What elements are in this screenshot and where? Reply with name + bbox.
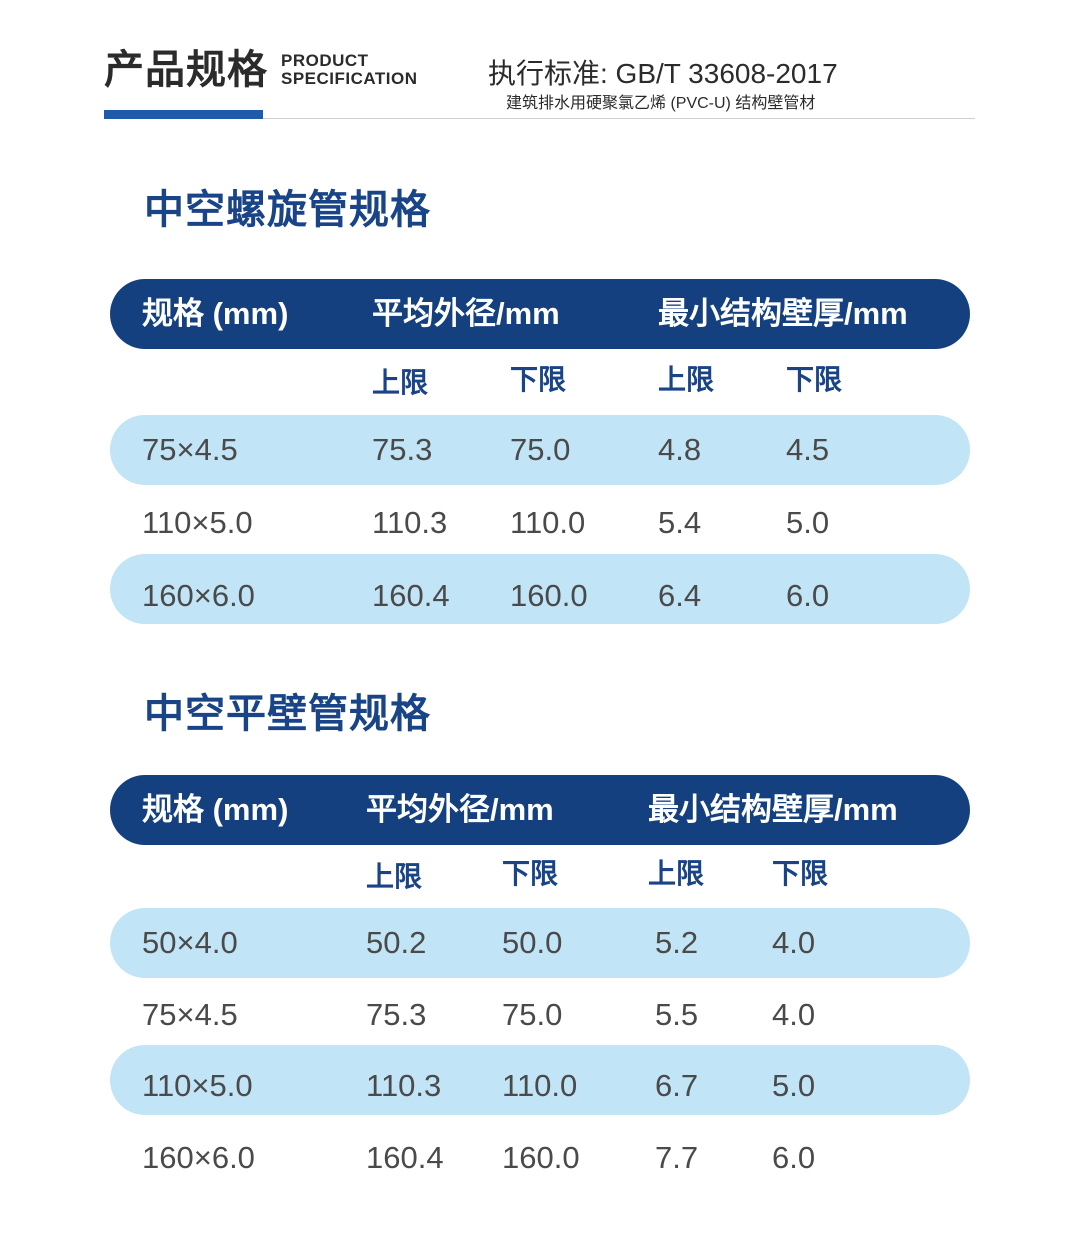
- header-spec: 规格 (mm): [142, 296, 289, 331]
- cell-od-lower: 160.0: [510, 578, 588, 613]
- cell-wall-lower: 4.0: [772, 997, 816, 1032]
- cell-od-upper: 75.3: [366, 997, 427, 1032]
- cell-od-upper: 110.3: [372, 505, 448, 540]
- row-band: [110, 1045, 970, 1115]
- subheader-lower: 下限: [786, 364, 843, 395]
- header-spec: 规格 (mm): [142, 792, 289, 827]
- cell-od-upper: 50.2: [366, 925, 427, 960]
- cell-spec: 75×4.5: [142, 997, 238, 1032]
- cell-spec: 160×6.0: [142, 578, 255, 613]
- section-title-spiral-pipe: 中空螺旋管规格: [144, 188, 431, 232]
- cell-od-lower: 50.0: [502, 925, 563, 960]
- header-accent-bar: [104, 110, 263, 119]
- cell-spec: 110×5.0: [142, 1068, 253, 1103]
- page-title-english-line1: PRODUCT: [281, 51, 369, 70]
- cell-wall-upper: 7.7: [655, 1140, 699, 1175]
- subheader-upper: 上限: [366, 861, 423, 892]
- cell-wall-upper: 6.4: [658, 578, 702, 613]
- header-outer-diameter: 平均外径/mm: [366, 792, 554, 827]
- cell-od-upper: 75.3: [372, 432, 433, 467]
- subheader-lower: 下限: [510, 364, 567, 395]
- header-divider: [263, 118, 975, 119]
- cell-wall-lower: 4.5: [786, 432, 830, 467]
- page-title-english-line2: SPECIFICATION: [281, 69, 418, 88]
- cell-od-lower: 110.0: [502, 1068, 578, 1103]
- cell-od-upper: 110.3: [366, 1068, 442, 1103]
- row-band: [110, 554, 970, 624]
- cell-wall-lower: 5.0: [772, 1068, 816, 1103]
- page-title: 产品规格: [104, 48, 268, 92]
- cell-wall-lower: 4.0: [772, 925, 816, 960]
- cell-od-lower: 75.0: [510, 432, 571, 467]
- cell-wall-lower: 6.0: [772, 1140, 816, 1175]
- header-wall-thickness: 最小结构壁厚/mm: [648, 792, 898, 827]
- cell-wall-upper: 6.7: [655, 1068, 699, 1103]
- header-wall-thickness: 最小结构壁厚/mm: [658, 296, 908, 331]
- cell-od-lower: 110.0: [510, 505, 586, 540]
- subheader-lower: 下限: [772, 858, 829, 889]
- cell-spec: 75×4.5: [142, 432, 238, 467]
- standard-description: 建筑排水用硬聚氯乙烯 (PVC-U) 结构壁管材: [506, 95, 816, 112]
- standard-label: 执行标准: GB/T 33608-2017: [488, 58, 838, 89]
- table-header-band: [110, 279, 970, 349]
- page-title-english: PRODUCT SPECIFICATION: [281, 52, 418, 88]
- cell-od-lower: 75.0: [502, 997, 563, 1032]
- subheader-upper: 上限: [372, 367, 429, 398]
- cell-wall-lower: 6.0: [786, 578, 830, 613]
- cell-spec: 50×4.0: [142, 925, 238, 960]
- cell-wall-upper: 5.5: [655, 997, 699, 1032]
- cell-od-upper: 160.4: [372, 578, 450, 613]
- row-band: [110, 908, 970, 978]
- header-outer-diameter: 平均外径/mm: [372, 296, 560, 331]
- subheader-upper: 上限: [648, 858, 705, 889]
- subheader-lower: 下限: [502, 858, 559, 889]
- subheader-upper: 上限: [658, 364, 715, 395]
- table-header-band: [110, 775, 970, 845]
- cell-wall-lower: 5.0: [786, 505, 830, 540]
- cell-wall-upper: 5.2: [655, 925, 699, 960]
- section-title-flat-wall-pipe: 中空平壁管规格: [144, 692, 431, 736]
- cell-spec: 160×6.0: [142, 1140, 255, 1175]
- cell-od-upper: 160.4: [366, 1140, 444, 1175]
- cell-spec: 110×5.0: [142, 505, 253, 540]
- cell-wall-upper: 5.4: [658, 505, 702, 540]
- row-band: [110, 415, 970, 485]
- cell-od-lower: 160.0: [502, 1140, 580, 1175]
- cell-wall-upper: 4.8: [658, 432, 702, 467]
